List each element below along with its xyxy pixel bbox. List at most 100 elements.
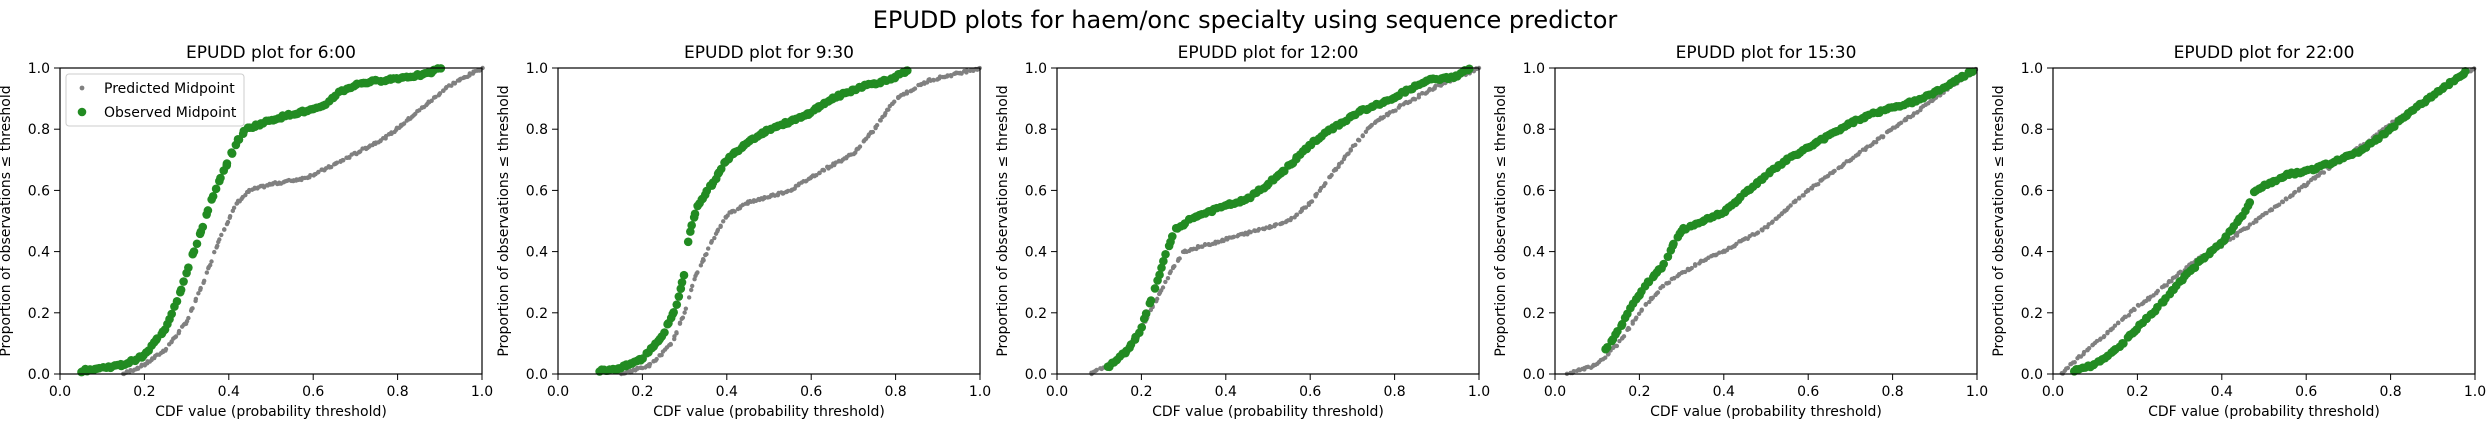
predicted-point — [654, 356, 659, 362]
predicted-point — [1154, 296, 1160, 302]
predicted-point — [1571, 369, 1576, 374]
y-tick-label: 0.2 — [2021, 306, 2043, 322]
axes-frame — [557, 67, 981, 375]
predicted-point — [207, 262, 213, 268]
predicted-point — [1381, 114, 1386, 120]
predicted-point — [231, 205, 237, 211]
predicted-point — [689, 287, 694, 293]
x-tick-label: 1.0 — [1966, 384, 1988, 400]
predicted-point — [945, 73, 950, 78]
x-tick-label: 0.4 — [1215, 384, 1237, 400]
y-tick-label: 0.4 — [28, 245, 50, 261]
observed-point — [211, 184, 221, 194]
y-tick-label: 0.6 — [2021, 183, 2043, 199]
x-tick-label: 0.0 — [2042, 384, 2064, 400]
predicted-point — [209, 259, 214, 264]
panel-title: EPUDD plot for 9:30 — [684, 43, 854, 63]
y-tick-label: 0.6 — [28, 183, 50, 199]
x-axis-label: CDF value (probability threshold) — [2148, 404, 2380, 420]
x-tick-label: 0.6 — [1299, 384, 1321, 400]
predicted-point — [700, 256, 706, 262]
predicted-point — [1805, 188, 1811, 193]
x-tick-label: 0.8 — [1383, 384, 1405, 400]
predicted-point — [341, 158, 346, 163]
observed-point — [1150, 284, 1160, 293]
x-tick-label: 0.0 — [1046, 384, 1068, 400]
observed-point — [690, 209, 700, 219]
panel-title: EPUDD plot for 22:00 — [2174, 43, 2355, 63]
predicted-point — [1177, 256, 1182, 261]
observed-point — [172, 297, 182, 306]
predicted-point — [1626, 326, 1632, 332]
predicted-point — [1801, 193, 1806, 198]
predicted-point — [1294, 212, 1300, 217]
predicted-point — [715, 229, 720, 234]
predicted-point — [212, 249, 217, 255]
predicted-point — [477, 68, 482, 73]
predicted-point — [452, 80, 458, 86]
predicted-point — [704, 252, 709, 257]
axes-frame — [1056, 67, 1480, 375]
panel-1: EPUDD plot for 6:00 0.0 0.2 0.4 0.6 0.8 1.0 0.0… — [0, 43, 493, 420]
legend-predicted-marker — [79, 85, 85, 91]
predicted-point — [1309, 199, 1315, 204]
predicted-point — [222, 227, 227, 232]
panel-2: EPUDD plot for 9:30 0.0 0.2 0.4 0.6 0.8 1.0 0.0… — [496, 43, 991, 420]
predicted-point — [1416, 95, 1422, 100]
predicted-point — [709, 239, 714, 244]
observed-point — [1137, 323, 1147, 332]
predicted-point — [138, 364, 144, 369]
predicted-point — [429, 98, 434, 103]
x-tick-label: 0.8 — [1881, 384, 1903, 400]
predicted-point — [308, 172, 313, 178]
predicted-point — [1636, 311, 1642, 316]
x-tick-label: 1.0 — [2464, 384, 2486, 400]
x-tick-label: 0.0 — [547, 384, 569, 400]
predicted-point — [698, 263, 704, 268]
predicted-point — [1655, 290, 1661, 295]
legend-label: Observed Midpoint — [104, 105, 237, 121]
y-tick-label: 0.6 — [1523, 183, 1545, 199]
predicted-point — [1689, 265, 1694, 271]
x-tick-label: 0.4 — [218, 384, 240, 400]
predicted-point — [2126, 313, 2132, 318]
predicted-point — [1248, 229, 1253, 235]
predicted-point — [1168, 269, 1173, 274]
observed-point — [203, 206, 213, 215]
predicted-point — [949, 73, 954, 79]
predicted-point — [692, 277, 697, 282]
predicted-point — [334, 160, 340, 165]
predicted-point — [964, 70, 969, 75]
predicted-point — [1329, 172, 1334, 178]
observed-point — [677, 278, 687, 287]
y-tick-label: 1.0 — [1523, 61, 1545, 77]
predicted-point — [2276, 202, 2282, 207]
panel-3: EPUDD plot for 12:00 0.0 0.2 0.4 0.6 0.8 1.0 0.… — [995, 43, 1490, 420]
y-tick-label: 1.0 — [1025, 61, 1047, 77]
predicted-point — [201, 280, 206, 286]
y-tick-label: 0.4 — [2021, 245, 2043, 261]
predicted-point — [659, 352, 664, 358]
observed-point — [1168, 232, 1177, 241]
predicted-point — [2247, 222, 2253, 227]
predicted-point — [2136, 303, 2141, 308]
predicted-point — [1660, 284, 1666, 289]
predicted-point — [1857, 149, 1862, 155]
predicted-point — [401, 121, 407, 126]
observed-point — [716, 164, 726, 174]
predicted-point — [1397, 103, 1403, 108]
figure-title: EPUDD plots for haem/onc specialty using… — [873, 6, 1618, 34]
predicted-point — [1165, 275, 1171, 281]
x-axis-label: CDF value (probability threshold) — [155, 404, 387, 420]
predicted-point — [196, 291, 201, 296]
predicted-point — [1348, 147, 1353, 152]
predicted-point — [227, 213, 233, 219]
predicted-point — [2164, 283, 2169, 288]
observed-point — [679, 270, 689, 280]
x-tick-label: 0.2 — [1628, 384, 1650, 400]
predicted-point — [328, 164, 334, 170]
predicted-point — [2269, 207, 2275, 213]
observed-point — [208, 191, 218, 201]
predicted-point — [225, 219, 231, 225]
